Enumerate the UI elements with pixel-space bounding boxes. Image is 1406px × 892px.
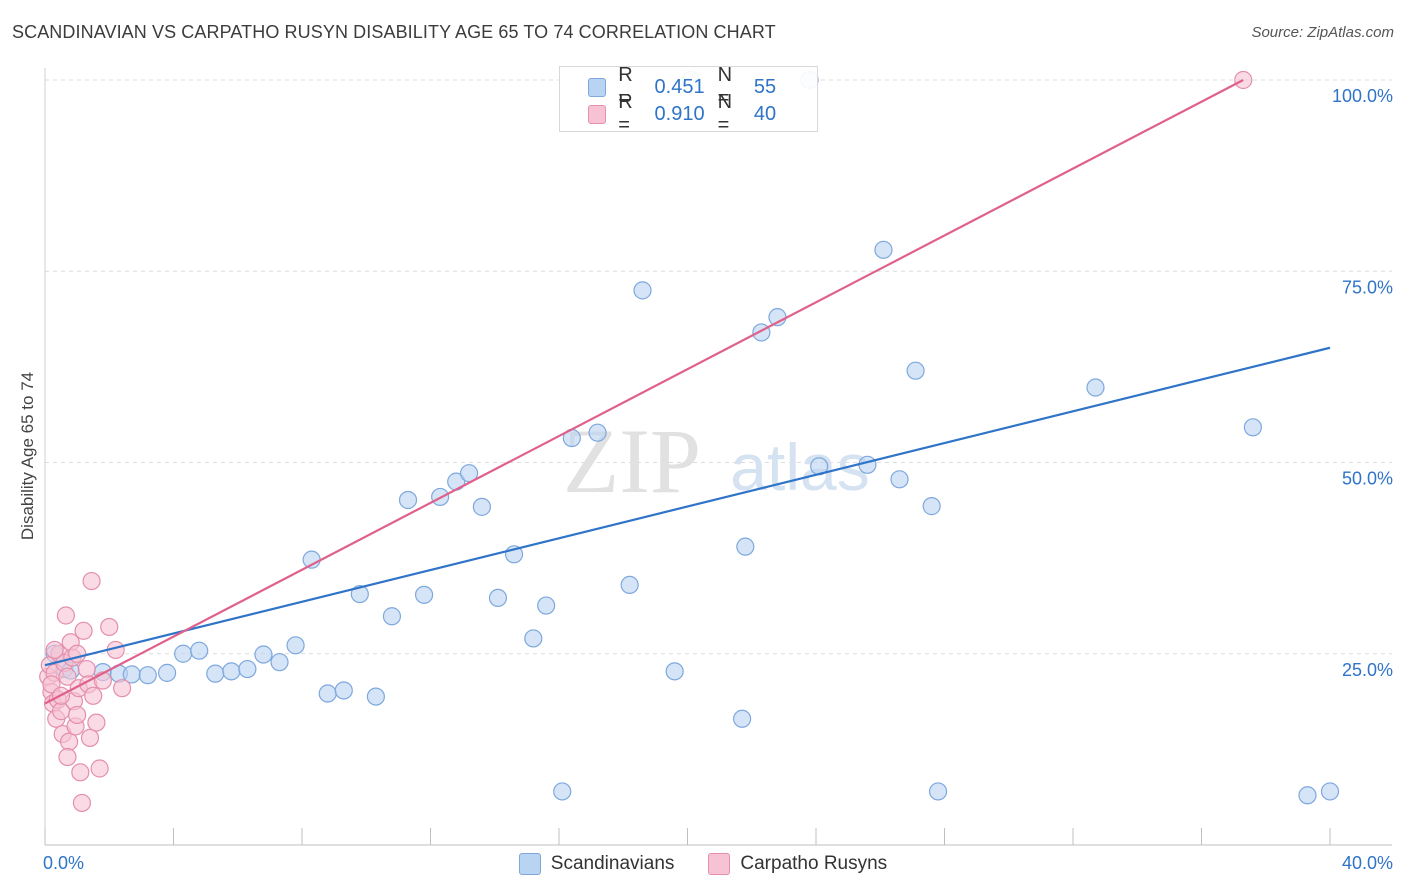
stats-legend: R = 0.451 N = 55 R = 0.910 N = 40 [559, 64, 818, 136]
legend-swatch-pink [588, 104, 607, 124]
carpatho-rusyn-point [77, 659, 96, 679]
scandinavian-point [928, 782, 948, 801]
r-value: 0.910 [654, 102, 705, 125]
scandinavian-point [254, 645, 273, 664]
scandinavian-point [174, 644, 193, 663]
legend-row-scandinavians: R = 0.451 N = 55 [588, 64, 817, 109]
scandinavian-point [553, 782, 572, 801]
carpatho-rusyn-point [68, 705, 87, 725]
n-label: N = [717, 64, 733, 109]
scandinavian-point [488, 588, 508, 608]
grid-layer [45, 79, 1392, 655]
legend-item-scandinavians[interactable]: Scandinavians [518, 853, 675, 875]
scandinavian-point [157, 663, 177, 682]
legend-row-carpatho-rusyns: R = 0.910 N = 40 [588, 91, 817, 136]
scandinavian-trend-line [44, 346, 1331, 667]
scandinavian-point [1298, 786, 1317, 805]
scandinavian-point [906, 361, 925, 380]
carpatho-rusyn-point [58, 667, 77, 686]
y-tick-label: 25.0% [1342, 660, 1393, 680]
axis-layer [44, 68, 1392, 846]
carpatho-rusyn-trend-line [44, 79, 1244, 705]
trend-layer [44, 79, 1331, 705]
scandinavian-point [318, 684, 337, 703]
scandinavian-point [890, 470, 909, 489]
scandinavian-point [620, 575, 639, 595]
y-tick-label: 50.0% [1342, 469, 1393, 489]
carpatho-rusyn-point [82, 571, 101, 591]
source-label: Source: ZipAtlas.com [1251, 24, 1394, 41]
y-axis-title: Disability Age 65 to 74 [18, 371, 37, 541]
scandinavian-point [665, 662, 684, 681]
scandinavian-point [858, 455, 877, 474]
scandinavian-point [206, 664, 225, 683]
n-value: 40 [753, 102, 777, 125]
r-label: R = [618, 64, 633, 109]
legend-item-carpatho-rusyns[interactable]: Carpatho Rusyns [708, 853, 887, 875]
carpatho-rusyn-point [80, 728, 100, 748]
carpatho-rusyn-point [72, 793, 92, 813]
scandinavian-point [414, 585, 434, 604]
carpatho-rusyn-point [74, 621, 93, 640]
legend-label-scandinavians: Scandinavians [550, 853, 675, 874]
scandinavian-point [1320, 782, 1340, 801]
scandinavian-point [334, 681, 353, 700]
scandinavian-point [874, 240, 893, 259]
n-label: N = [717, 91, 733, 136]
scandinavian-point [238, 659, 257, 679]
scandinavian-point [736, 537, 755, 556]
n-value: 55 [753, 75, 777, 98]
y-tick-label: 75.0% [1342, 277, 1393, 297]
scandinavian-point [588, 423, 607, 442]
scandinavian-point [1086, 378, 1105, 397]
carpatho-rusyn-point [56, 606, 75, 625]
scandinavian-point [286, 636, 305, 655]
x-tick-label-max: 40.0% [1342, 853, 1393, 873]
scandinavian-point [366, 687, 385, 706]
scandinavian-point [398, 490, 418, 510]
carpatho-rusyn-point [58, 747, 77, 767]
chart-title: SCANDINAVIAN VS CARPATHO RUSYN DISABILIT… [12, 22, 776, 42]
scandinavian-point [524, 629, 543, 648]
r-label: R = [618, 91, 633, 136]
carpatho-rusyn-point [59, 732, 79, 751]
y-tick-label: 100.0% [1332, 86, 1393, 106]
scandinavian-point [270, 653, 289, 672]
carpatho-rusyn-point [100, 617, 119, 637]
carpatho-rusyn-point [71, 763, 90, 782]
scandinavian-point [222, 662, 241, 681]
carpatho-rusyn-point [87, 713, 106, 732]
legend-swatch-pink [708, 853, 731, 875]
scandinavian-point [472, 497, 491, 516]
scandinavian-point [382, 607, 402, 626]
scandinavian-point [537, 596, 556, 615]
scandinavian-point [350, 584, 369, 604]
legend-swatch-blue [588, 77, 607, 97]
carpatho-rusyn-point [84, 686, 103, 705]
watermark-zip: ZIP [563, 410, 701, 512]
carpatho-rusyn-point [45, 640, 64, 660]
scandinavian-point [733, 709, 752, 728]
carpatho-rusyn-point [90, 759, 109, 778]
legend-swatch-blue [518, 853, 541, 875]
scandinavian-point [190, 641, 209, 660]
legend-label-carpatho-rusyns: Carpatho Rusyns [740, 853, 888, 874]
carpatho-rusyn-point [112, 679, 132, 698]
r-value: 0.451 [654, 75, 705, 98]
scandinavian-point [922, 497, 941, 516]
scandinavian-point [1243, 418, 1263, 437]
tick-labels: 25.0% 50.0% 75.0% 100.0% 0.0% 40.0% [43, 86, 1393, 873]
scandinavian-point [138, 666, 157, 685]
series-legend: Scandinavians Carpatho Rusyns [0, 852, 1406, 876]
x-tick-label-min: 0.0% [43, 853, 84, 873]
scandinavian-point [633, 281, 652, 300]
